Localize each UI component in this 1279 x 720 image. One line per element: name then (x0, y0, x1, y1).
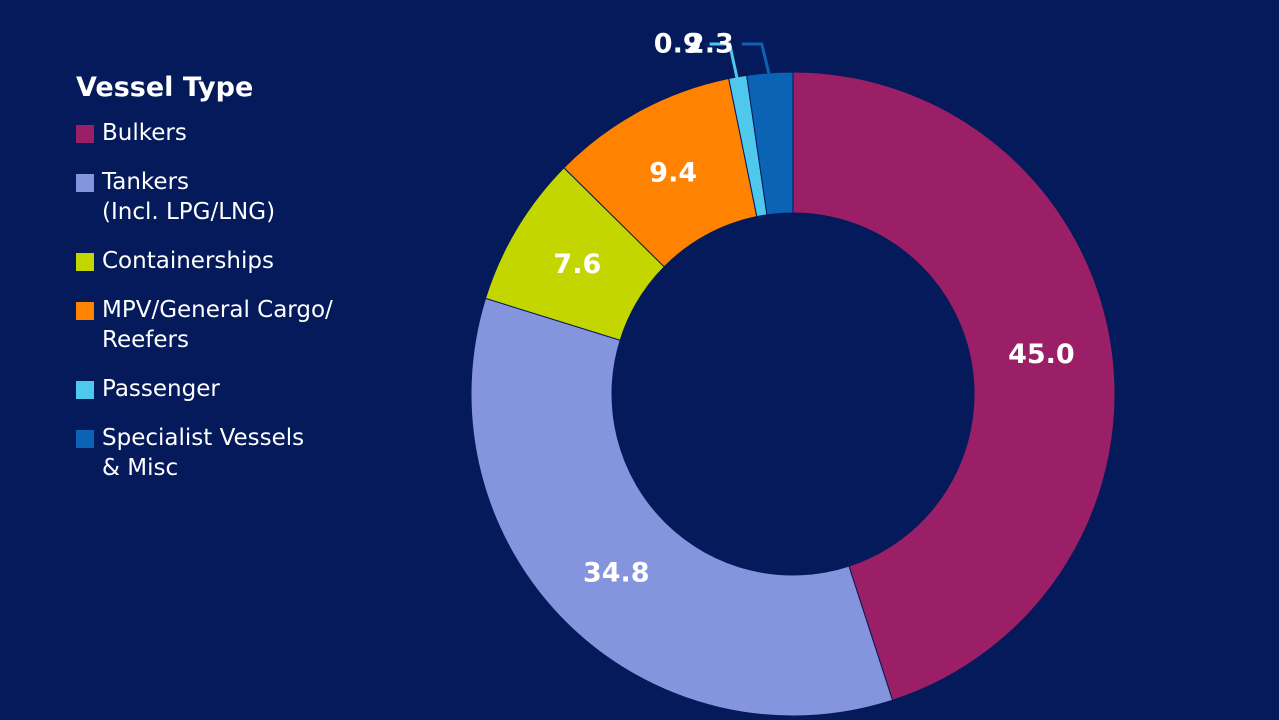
legend-swatch (76, 174, 94, 192)
legend-title: Vessel Type (76, 72, 254, 103)
legend-item-containerships: Containerships (76, 246, 416, 276)
leader-line-passenger (709, 42, 740, 82)
slice-bulkers (792, 71, 1116, 701)
value-label-containerships: 7.6 (553, 249, 601, 280)
slice-tankers (470, 297, 894, 717)
leader-lines (709, 42, 772, 82)
value-label-tankers: 34.8 (583, 557, 650, 588)
value-label-specialist-vessels-misc: 2.3 (686, 29, 734, 60)
value-label-passenger: 0.9 (654, 29, 702, 60)
legend: Vessel Type Bulkers Tankers (Incl. LPG/LN… (76, 70, 416, 502)
value-label-bulkers: 45.0 (1008, 339, 1075, 370)
legend-swatch (76, 381, 94, 399)
legend-label: Specialist Vessels & Misc (102, 425, 305, 481)
legend-label: Containerships (102, 248, 274, 274)
value-label-mpv-general-cargo-reefers: 9.4 (649, 157, 697, 188)
legend-swatch (76, 302, 94, 320)
leader-line-specialist-vessels-misc (741, 42, 772, 78)
legend-swatch (76, 125, 94, 143)
legend-items: Bulkers Tankers (Incl. LPG/LNG) Containers… (76, 118, 416, 483)
legend-item-tankers: Tankers (Incl. LPG/LNG) (76, 167, 416, 227)
slice-specialist-vessels-misc (746, 71, 794, 216)
legend-label: MPV/General Cargo/ Reefers (102, 297, 333, 353)
legend-item-mpv-general-cargo-reefers: MPV/General Cargo/ Reefers (76, 295, 416, 355)
legend-swatch (76, 253, 94, 271)
donut-slices (470, 71, 1116, 717)
legend-swatch (76, 430, 94, 448)
value-labels: 45.0 34.8 7.6 9.4 0.92.3 (553, 29, 1074, 589)
legend-label: Tankers (Incl. LPG/LNG) (102, 169, 276, 225)
legend-item-specialist-vessels-misc: Specialist Vessels & Misc (76, 423, 416, 483)
legend-label: Bulkers (102, 120, 187, 146)
legend-label: Passenger (102, 376, 220, 402)
legend-item-bulkers: Bulkers (76, 118, 416, 148)
legend-item-passenger: Passenger (76, 374, 416, 404)
